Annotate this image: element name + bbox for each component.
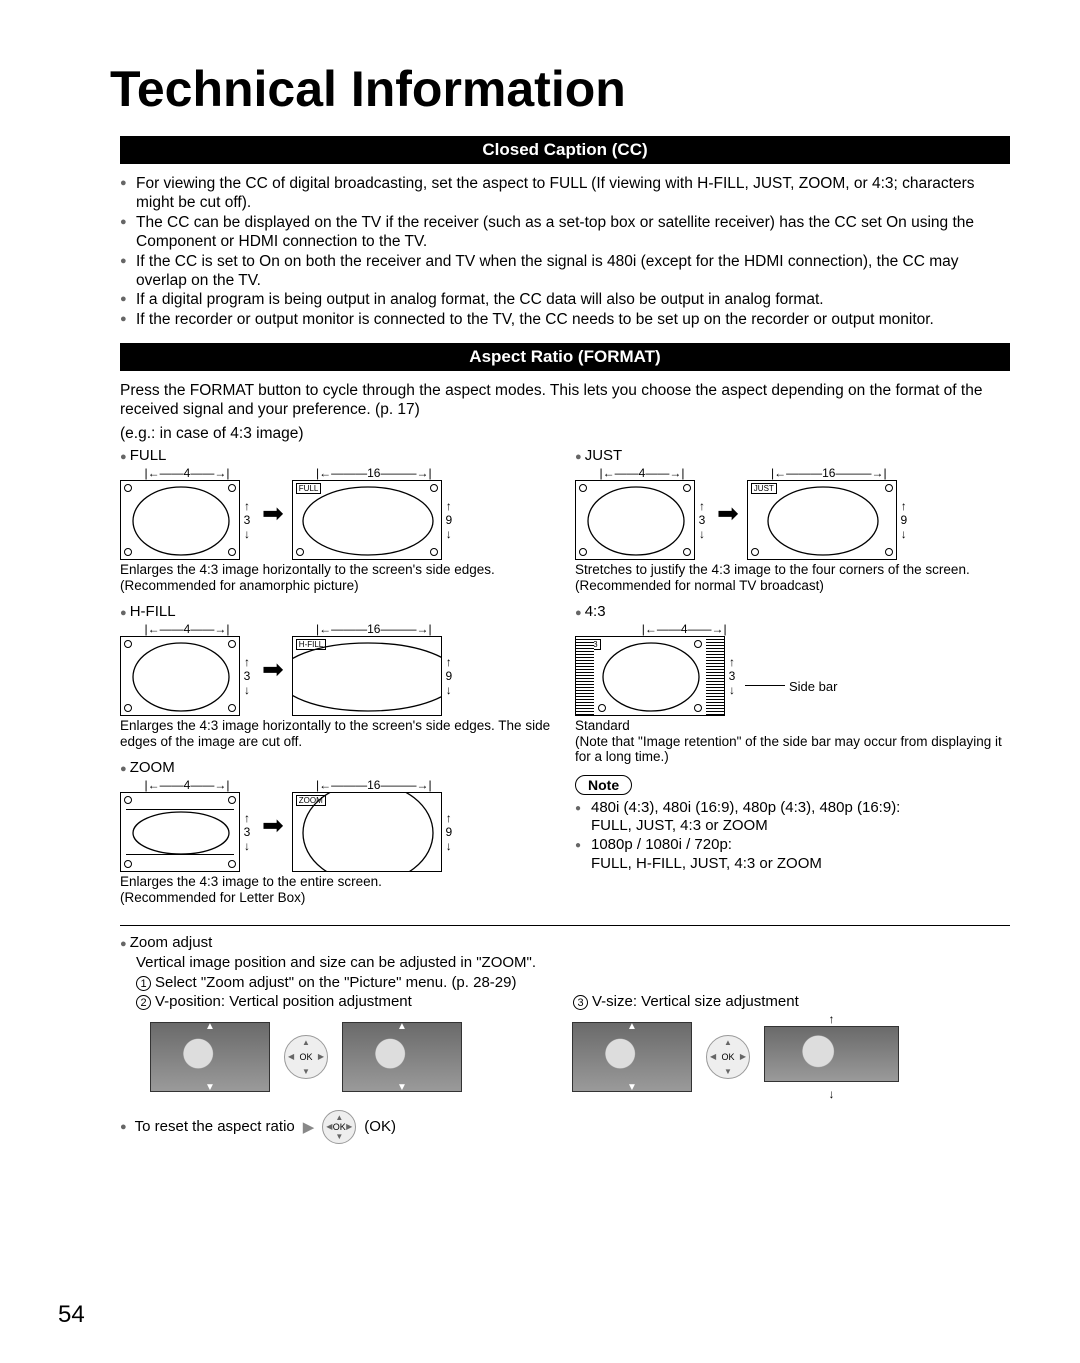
page-number: 54: [58, 1301, 85, 1329]
dim-3: 3: [244, 669, 251, 683]
zoom-step2: V-position: Vertical position adjustment: [155, 993, 412, 1010]
dim-4: 4: [639, 466, 646, 480]
zoom-step1: Select "Zoom adjust" on the "Picture" me…: [155, 974, 516, 991]
mode-just-diagram: |←—— 4 ——→| ↑3↓ ➡ |←———16———→|: [575, 466, 1010, 560]
mode-zoom-diagram: |←—— 4 ——→| ↑3↓ ➡ |←———16———→|: [120, 778, 555, 872]
step-1-icon: 1: [136, 976, 151, 991]
note-list: 480i (4:3), 480i (16:9), 480p (4:3), 480…: [575, 799, 1010, 874]
arrow-icon: ➡: [262, 654, 284, 685]
dim-16: 16: [367, 622, 380, 636]
dim-4: 4: [184, 466, 191, 480]
dim-16: 16: [822, 466, 835, 480]
reset-row: To reset the aspect ratio ▶ ▲▼◀▶OK (OK): [120, 1110, 1010, 1144]
aspect-intro: Press the FORMAT button to cycle through…: [120, 381, 1010, 420]
dim-9: 9: [900, 513, 907, 527]
note-pill: Note: [575, 775, 632, 795]
mode-full-diagram: |←—— 4 ——→| ↑3↓ ➡ |←———16———→|: [120, 466, 555, 560]
remote-ok-icon: ▲▼◀▶OK: [284, 1035, 328, 1079]
mode-zoom-label: ZOOM: [120, 759, 555, 776]
section-heading-cc: Closed Caption (CC): [120, 136, 1010, 164]
step-2-icon: 2: [136, 995, 151, 1010]
dim-4: 4: [184, 622, 191, 636]
cc-bullet-list: For viewing the CC of digital broadcasti…: [120, 174, 1010, 329]
vsize-thumbs: ▲▼ ▲▼◀▶OK ↑ ↓: [572, 1022, 899, 1092]
zoom-step3: V-size: Vertical size adjustment: [592, 993, 799, 1010]
cc-bullet: If the CC is set to On on both the recei…: [120, 252, 1010, 291]
dim-4: 4: [681, 622, 688, 636]
aspect-intro-eg: (e.g.: in case of 4:3 image): [120, 424, 1010, 443]
divider: [120, 925, 1010, 926]
step-3-icon: 3: [573, 995, 588, 1010]
cc-bullet: The CC can be displayed on the TV if the…: [120, 213, 1010, 252]
mode-43-label: 4:3: [575, 603, 1010, 620]
remote-ok-icon: ▲▼◀▶OK: [322, 1110, 356, 1144]
mode-43-diagram: |←—— 4 ——→| 4 : 3 ↑3↓: [575, 622, 1010, 716]
cc-bullet: If a digital program is being output in …: [120, 290, 1010, 309]
dim-3: 3: [699, 513, 706, 527]
mode-hfill-diagram: |←—— 4 ——→| ↑3↓ ➡ |←———16———→|: [120, 622, 555, 716]
zoom-adjust-label: Zoom adjust: [120, 934, 1010, 951]
arrow-icon: ➡: [262, 498, 284, 529]
dim-9: 9: [445, 825, 452, 839]
remote-ok-icon: ▲▼◀▶OK: [706, 1035, 750, 1079]
dim-3: 3: [244, 513, 251, 527]
cc-bullet: If the recorder or output monitor is con…: [120, 310, 1010, 329]
vposition-thumbs: ▲▼ ▲▼◀▶OK ▲▼: [150, 1022, 462, 1092]
page-title: Technical Information: [110, 60, 1010, 118]
dim-16: 16: [367, 466, 380, 480]
cc-bullet: For viewing the CC of digital broadcasti…: [120, 174, 1010, 213]
mode-43-desc: Standard (Note that "Image retention" of…: [575, 718, 1010, 765]
mode-hfill-desc: Enlarges the 4:3 image horizontally to t…: [120, 718, 555, 749]
note-item: 1080p / 1080i / 720p: FULL, H-FILL, JUST…: [575, 836, 1010, 874]
reset-label: To reset the aspect ratio: [135, 1118, 295, 1135]
dim-9: 9: [445, 513, 452, 527]
mode-zoom-desc: Enlarges the 4:3 image to the entire scr…: [120, 874, 555, 905]
ok-label: (OK): [364, 1118, 396, 1135]
mode-just-label: JUST: [575, 447, 1010, 464]
sidebar-label: Side bar: [789, 679, 837, 694]
mode-full-label: FULL: [120, 447, 555, 464]
mode-just-desc: Stretches to justify the 4:3 image to th…: [575, 562, 1010, 593]
dim-3: 3: [244, 825, 251, 839]
arrow-icon: ▶: [303, 1118, 315, 1136]
dim-4: 4: [184, 778, 191, 792]
note-item: 480i (4:3), 480i (16:9), 480p (4:3), 480…: [575, 799, 1010, 837]
dim-9: 9: [445, 669, 452, 683]
mode-hfill-label: H-FILL: [120, 603, 555, 620]
arrow-icon: ➡: [717, 498, 739, 529]
section-heading-aspect: Aspect Ratio (FORMAT): [120, 343, 1010, 371]
dim-16: 16: [367, 778, 380, 792]
mode-full-desc: Enlarges the 4:3 image horizontally to t…: [120, 562, 555, 593]
zoom-adjust-line1: Vertical image position and size can be …: [136, 953, 1010, 973]
arrow-icon: ➡: [262, 810, 284, 841]
dim-3: 3: [729, 669, 736, 683]
